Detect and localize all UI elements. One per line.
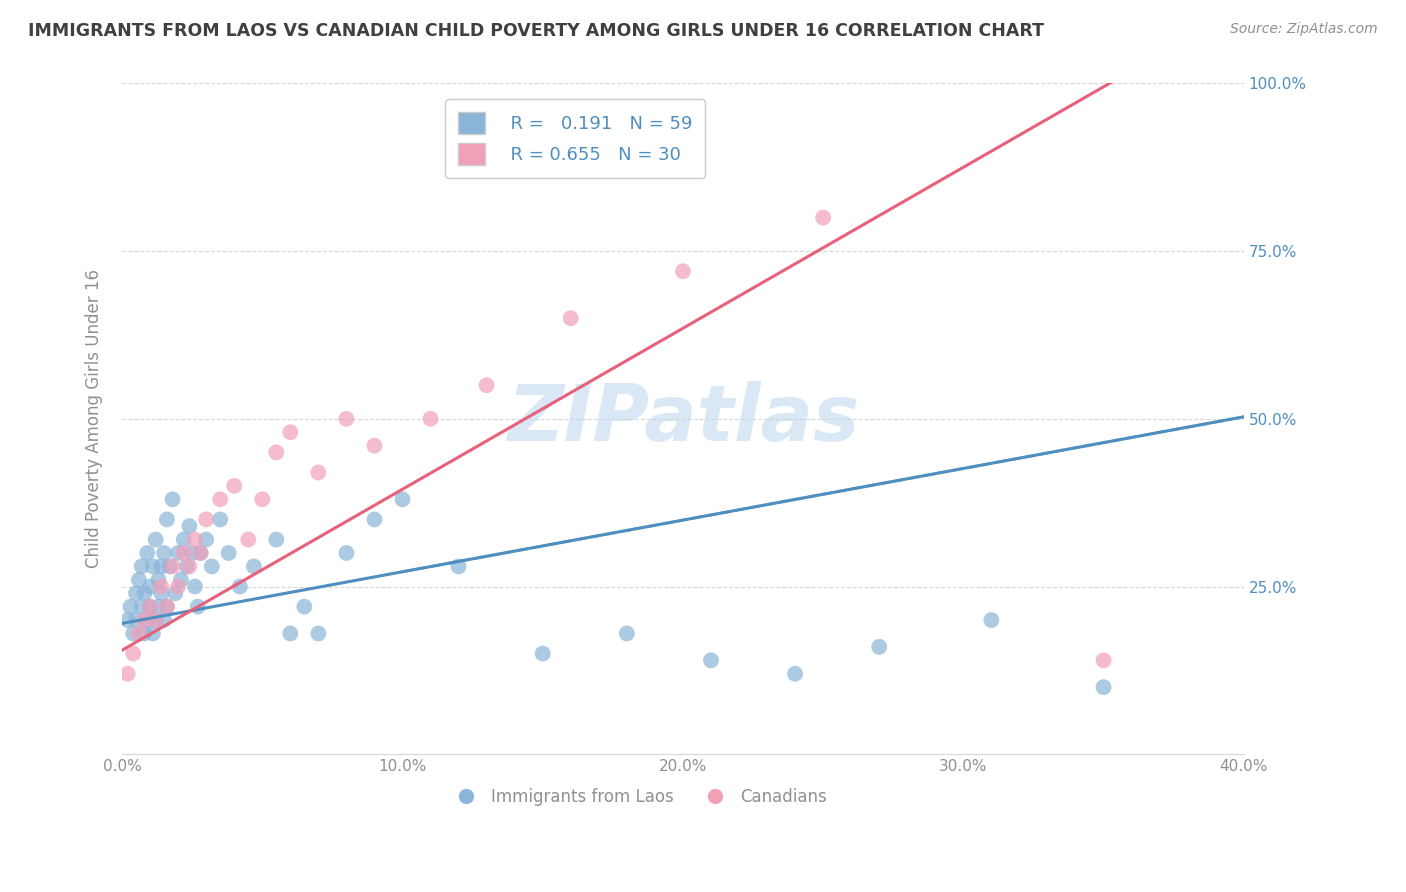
- Point: [122, 626, 145, 640]
- Point: [125, 613, 148, 627]
- Point: [122, 647, 145, 661]
- Point: [266, 533, 288, 547]
- Point: [187, 599, 209, 614]
- Point: [811, 211, 834, 225]
- Point: [139, 599, 162, 614]
- Point: [120, 599, 142, 614]
- Point: [173, 546, 195, 560]
- Point: [419, 412, 441, 426]
- Point: [162, 559, 184, 574]
- Point: [531, 647, 554, 661]
- Point: [266, 445, 288, 459]
- Point: [1092, 680, 1115, 694]
- Point: [165, 586, 187, 600]
- Point: [142, 626, 165, 640]
- Point: [128, 626, 150, 640]
- Point: [176, 559, 198, 574]
- Text: ZIPatlas: ZIPatlas: [506, 381, 859, 457]
- Text: IMMIGRANTS FROM LAOS VS CANADIAN CHILD POVERTY AMONG GIRLS UNDER 16 CORRELATION : IMMIGRANTS FROM LAOS VS CANADIAN CHILD P…: [28, 22, 1045, 40]
- Point: [335, 412, 357, 426]
- Point: [170, 573, 193, 587]
- Point: [229, 580, 252, 594]
- Point: [179, 519, 201, 533]
- Point: [117, 666, 139, 681]
- Point: [179, 559, 201, 574]
- Point: [181, 546, 204, 560]
- Point: [156, 512, 179, 526]
- Point: [363, 439, 385, 453]
- Point: [190, 546, 212, 560]
- Point: [243, 559, 266, 574]
- Point: [209, 512, 232, 526]
- Point: [184, 580, 207, 594]
- Point: [307, 466, 329, 480]
- Point: [184, 533, 207, 547]
- Legend: Immigrants from Laos, Canadians: Immigrants from Laos, Canadians: [443, 781, 834, 813]
- Point: [145, 613, 167, 627]
- Point: [136, 613, 159, 627]
- Point: [136, 546, 159, 560]
- Point: [447, 559, 470, 574]
- Point: [292, 599, 315, 614]
- Point: [218, 546, 240, 560]
- Point: [173, 533, 195, 547]
- Point: [156, 599, 179, 614]
- Point: [131, 559, 153, 574]
- Point: [195, 533, 218, 547]
- Point: [148, 599, 170, 614]
- Point: [139, 580, 162, 594]
- Point: [195, 512, 218, 526]
- Point: [224, 479, 246, 493]
- Point: [475, 378, 498, 392]
- Point: [134, 613, 156, 627]
- Point: [307, 626, 329, 640]
- Point: [153, 613, 176, 627]
- Point: [134, 626, 156, 640]
- Point: [1092, 653, 1115, 667]
- Point: [125, 586, 148, 600]
- Point: [134, 586, 156, 600]
- Point: [335, 546, 357, 560]
- Point: [150, 559, 173, 574]
- Point: [672, 264, 695, 278]
- Point: [148, 573, 170, 587]
- Point: [145, 613, 167, 627]
- Point: [391, 492, 413, 507]
- Point: [700, 653, 723, 667]
- Point: [128, 573, 150, 587]
- Point: [162, 492, 184, 507]
- Point: [150, 586, 173, 600]
- Point: [167, 580, 190, 594]
- Point: [159, 559, 181, 574]
- Point: [139, 599, 162, 614]
- Point: [201, 559, 224, 574]
- Point: [209, 492, 232, 507]
- Point: [131, 599, 153, 614]
- Point: [980, 613, 1002, 627]
- Point: [252, 492, 274, 507]
- Point: [142, 559, 165, 574]
- Point: [278, 626, 301, 640]
- Point: [150, 580, 173, 594]
- Point: [153, 546, 176, 560]
- Point: [278, 425, 301, 440]
- Point: [868, 640, 890, 654]
- Point: [560, 311, 582, 326]
- Text: Source: ZipAtlas.com: Source: ZipAtlas.com: [1230, 22, 1378, 37]
- Point: [363, 512, 385, 526]
- Point: [190, 546, 212, 560]
- Point: [156, 599, 179, 614]
- Point: [783, 666, 806, 681]
- Point: [167, 546, 190, 560]
- Point: [616, 626, 638, 640]
- Point: [117, 613, 139, 627]
- Y-axis label: Child Poverty Among Girls Under 16: Child Poverty Among Girls Under 16: [86, 269, 103, 568]
- Point: [145, 533, 167, 547]
- Point: [238, 533, 260, 547]
